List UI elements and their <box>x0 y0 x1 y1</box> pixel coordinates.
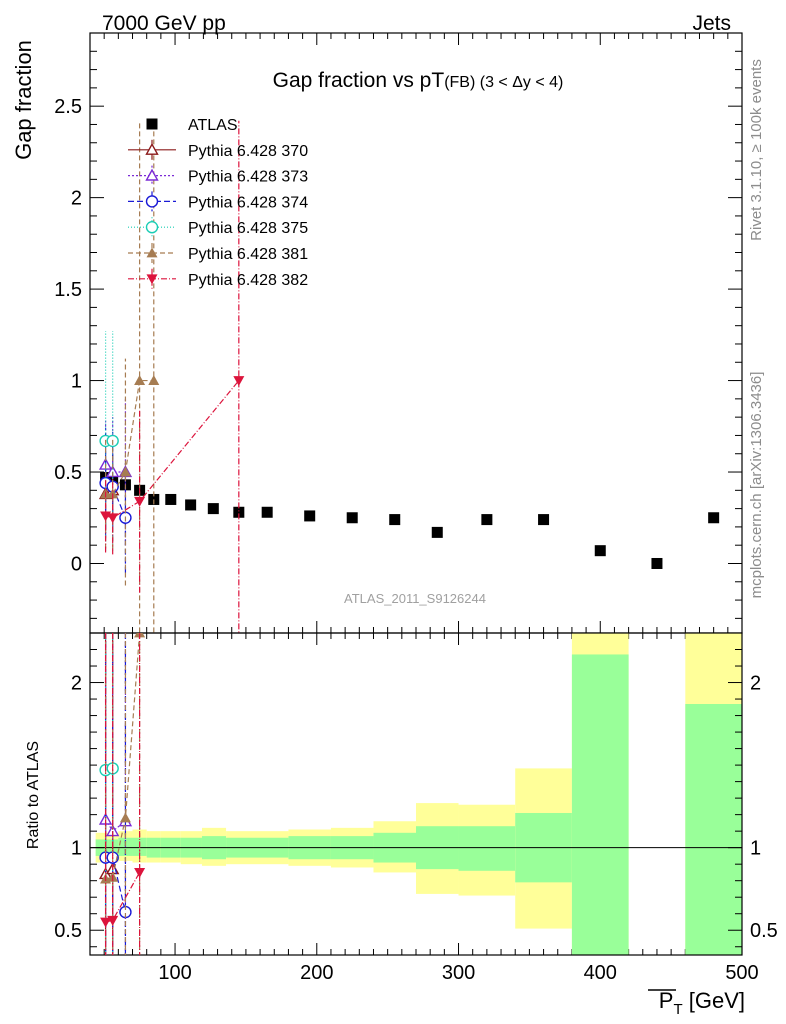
legend-label-pythia-6-428-373: Pythia 6.428 373 <box>188 169 308 186</box>
atlas-point <box>651 557 663 569</box>
legend-marker-pythia-6-428-373 <box>145 168 159 181</box>
main-y-axis-label: Gap fraction <box>11 40 36 160</box>
atlas-point <box>207 503 219 515</box>
ratio-y-tick-label: 1 <box>71 838 82 860</box>
pythia-6-428-382-ratio-point <box>100 917 112 928</box>
pythia-6-428-381-ratio-line <box>105 633 141 880</box>
pythia-6-428-382-point <box>233 376 245 387</box>
pythia-6-428-382-ratio-point <box>107 915 119 926</box>
ratio-y-tick-label-right: 0.5 <box>750 920 778 942</box>
atlas-point <box>431 526 443 538</box>
atlas-point <box>165 493 177 505</box>
main-y-tick-label: 1.5 <box>54 279 82 301</box>
legend-marker-pythia-6-428-370 <box>145 142 159 155</box>
main-plot-title: Gap fraction vs pT(FB) (3 < Δy < 4) <box>273 69 564 92</box>
atlas-point <box>389 514 401 526</box>
ratio-y-tick-label-right: 2 <box>750 673 761 695</box>
legend-marker-pythia-6-428-374 <box>145 195 159 208</box>
ratio-y-tick-label: 0.5 <box>54 920 82 942</box>
main-y-tick-label: 2.5 <box>54 96 82 118</box>
ratio-y-tick-label-right: 1 <box>750 838 761 860</box>
main-plot-title-sub: (FB) (3 < Δy < 4) <box>444 74 563 91</box>
legend-label-atlas: ATLAS <box>188 117 238 134</box>
x-tick-label: 200 <box>300 962 333 984</box>
x-axis-label-sub: T <box>673 1001 682 1018</box>
rivet-label: Rivet 3.1.10, ≥ 100k events <box>748 59 765 241</box>
main-y-tick-label: 1 <box>71 371 82 393</box>
atlas-point <box>304 510 316 522</box>
header-left: 7000 GeV pp <box>102 12 226 35</box>
legend-label-pythia-6-428-381: Pythia 6.428 381 <box>188 246 308 263</box>
x-axis-label: PT [GeV] <box>659 988 745 1018</box>
legend-marker-pythia-6-428-382 <box>146 274 158 285</box>
atlas-point <box>538 514 550 526</box>
x-tick-label: 500 <box>725 962 758 984</box>
x-axis-label-main: P <box>659 988 674 1013</box>
atlas-point <box>261 506 273 518</box>
pythia-6-428-381-point <box>119 466 131 477</box>
pythia-6-428-381-ratio-point <box>119 812 131 823</box>
atlas-point <box>185 499 197 511</box>
legend-label-pythia-6-428-382: Pythia 6.428 382 <box>188 272 308 289</box>
ratio-data <box>98 633 146 955</box>
pythia-6-428-382-point <box>134 496 146 507</box>
ratio-plot: 100 200 300 400 500 0.5 0.5 1 1 2 2 <box>54 632 778 984</box>
x-tick-label: 100 <box>158 962 191 984</box>
legend-label-pythia-6-428-375: Pythia 6.428 375 <box>188 220 308 237</box>
atlas-point <box>481 514 493 526</box>
ratio-y-axis-label: Ratio to ATLAS <box>25 741 42 849</box>
x-axis-label-unit: [GeV] <box>683 988 745 1013</box>
atlas-point <box>233 506 245 518</box>
atlas-point <box>594 545 606 557</box>
pythia-6-428-381-point <box>148 375 160 385</box>
x-tick-label: 300 <box>442 962 475 984</box>
ratio-band-green <box>571 654 629 955</box>
ratio-frame <box>89 632 743 956</box>
mcplots-label: mcplots.cern.ch [arXiv:1306.3436] <box>748 372 765 599</box>
ratio-y-tick-label: 2 <box>71 673 82 695</box>
legend-marker-atlas <box>146 118 158 130</box>
x-tick-label: 400 <box>584 962 617 984</box>
legend: ATLAS Pythia 6.428 370 Pythia 6.428 373 Pyt… <box>128 117 308 289</box>
header-right: Jets <box>692 12 731 35</box>
pythia-6-428-382-point <box>107 513 119 524</box>
main-plot: 0 0.5 1 1.5 2 2.5 <box>54 32 743 955</box>
legend-marker-pythia-6-428-375 <box>145 220 159 234</box>
watermark: ATLAS_2011_S9126244 <box>344 591 486 606</box>
ratio-bands <box>95 633 742 955</box>
legend-label-pythia-6-428-370: Pythia 6.428 370 <box>188 143 308 160</box>
atlas-point <box>708 512 720 524</box>
ratio-band-green <box>685 704 742 955</box>
pythia-6-428-381-point <box>134 375 146 385</box>
legend-label-pythia-6-428-374: Pythia 6.428 374 <box>188 194 308 211</box>
main-y-tick-label: 0 <box>71 553 82 575</box>
main-data <box>98 120 720 633</box>
ratio-band-green <box>458 826 516 871</box>
main-y-tick-label: 2 <box>71 188 82 210</box>
legend-marker-pythia-6-428-381 <box>146 247 158 258</box>
main-y-tick-label: 0.5 <box>54 462 82 484</box>
atlas-point <box>346 512 358 524</box>
main-plot-title-main: Gap fraction vs pT <box>273 69 445 92</box>
pythia-6-428-382-ratio-point <box>134 868 146 878</box>
